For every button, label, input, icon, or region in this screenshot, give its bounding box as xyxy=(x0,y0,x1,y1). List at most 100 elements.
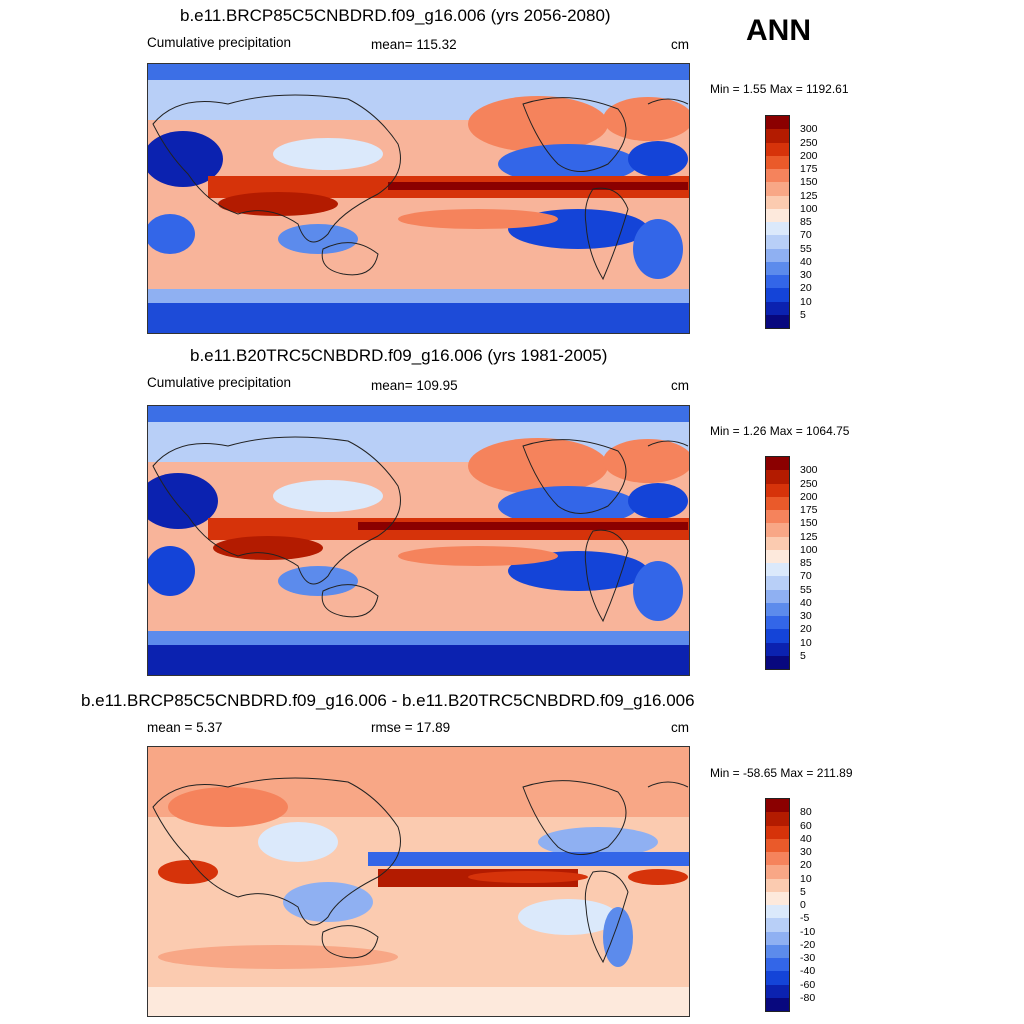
panel1-unit: cm xyxy=(671,37,689,52)
colorbar-swatch xyxy=(766,129,789,143)
colorbar-tick-label: 100 xyxy=(800,202,818,215)
colorbar-swatch xyxy=(766,275,789,289)
colorbar-tick-label: -5 xyxy=(800,912,810,925)
colorbar-tick-label: 40 xyxy=(800,596,812,609)
colorbar-tick-label: 80 xyxy=(800,806,812,819)
colorbar-tick-label: 10 xyxy=(800,295,812,308)
colorbar-swatch xyxy=(766,261,789,275)
colorbar-swatch xyxy=(766,536,789,550)
colorbar-tick-label: 150 xyxy=(800,517,818,530)
colorbar-tick-label: -10 xyxy=(800,925,816,938)
panel3-map xyxy=(147,746,690,1017)
colorbar-tick-label: 40 xyxy=(800,255,812,268)
colorbar-tick-label: 0 xyxy=(800,899,806,911)
colorbar-tick-label: 5 xyxy=(800,885,806,898)
colorbar-tick-label: 10 xyxy=(800,636,812,649)
colorbar-tick-label: 40 xyxy=(800,832,812,845)
colorbar-swatch xyxy=(766,616,789,630)
panel1-mean: mean= 115.32 xyxy=(371,37,457,52)
colorbar-swatch xyxy=(766,589,789,603)
colorbar-tick-label: 20 xyxy=(800,623,812,636)
colorbar-swatch xyxy=(766,222,789,236)
colorbar-swatch xyxy=(766,288,789,302)
colorbar-tick-label: -60 xyxy=(800,978,816,991)
colorbar-swatch xyxy=(766,931,789,945)
colorbar-swatch xyxy=(766,195,789,209)
colorbar-swatch xyxy=(766,971,789,985)
colorbar-swatch xyxy=(766,629,789,643)
colorbar-swatch xyxy=(766,865,789,879)
panel1-colorbar xyxy=(765,115,790,329)
colorbar-swatch xyxy=(766,825,789,839)
colorbar-swatch xyxy=(766,576,789,590)
colorbar-tick-label: 55 xyxy=(800,242,812,255)
colorbar-tick-label: 60 xyxy=(800,819,812,832)
colorbar-tick-label: 125 xyxy=(800,530,818,543)
panel2-map xyxy=(147,405,690,676)
colorbar-swatch xyxy=(766,301,789,315)
colorbar-swatch xyxy=(766,314,789,328)
colorbar-swatch xyxy=(766,142,789,156)
colorbar-tick-label: 200 xyxy=(800,149,818,162)
colorbar-swatch xyxy=(766,997,789,1011)
colorbar-swatch xyxy=(766,891,789,905)
colorbar-swatch xyxy=(766,852,789,866)
colorbar-tick-label: 250 xyxy=(800,136,818,149)
colorbar-tick-label: 100 xyxy=(800,543,818,556)
colorbar-swatch xyxy=(766,799,789,813)
panel3-title: b.e11.BRCP85C5CNBDRD.f09_g16.006 - b.e11… xyxy=(81,691,695,710)
colorbar-tick-label: 175 xyxy=(800,163,818,175)
colorbar-swatch xyxy=(766,984,789,998)
colorbar-swatch xyxy=(766,483,789,497)
colorbar-tick-label: 5 xyxy=(800,308,806,321)
panel1-map xyxy=(147,63,690,334)
colorbar-swatch xyxy=(766,523,789,537)
colorbar-tick-label: 70 xyxy=(800,570,812,583)
colorbar-tick-label: 30 xyxy=(800,610,812,622)
season-label: ANN xyxy=(746,14,811,47)
colorbar-tick-label: 150 xyxy=(800,176,818,189)
colorbar-tick-label: 175 xyxy=(800,504,818,516)
colorbar-tick-label: 20 xyxy=(800,859,812,872)
colorbar-swatch xyxy=(766,838,789,852)
colorbar-tick-label: 20 xyxy=(800,282,812,295)
colorbar-swatch xyxy=(766,510,789,524)
panel3-minmax: Min = -58.65 Max = 211.89 xyxy=(710,766,853,780)
colorbar-swatch xyxy=(766,549,789,563)
panel2-colorbar xyxy=(765,456,790,670)
panel2-unit: cm xyxy=(671,378,689,393)
colorbar-swatch xyxy=(766,878,789,892)
panel1-left-label: Cumulative precipitation xyxy=(147,35,292,50)
panel2-title: b.e11.B20TRC5CNBDRD.f09_g16.006 (yrs 198… xyxy=(190,346,608,365)
colorbar-swatch xyxy=(766,457,789,471)
panel1-minmax: Min = 1.55 Max = 1192.61 xyxy=(710,82,849,96)
panel1-title: b.e11.BRCP85C5CNBDRD.f09_g16.006 (yrs 20… xyxy=(180,6,611,25)
colorbar-swatch xyxy=(766,169,789,183)
colorbar-tick-label: 55 xyxy=(800,583,812,596)
colorbar-tick-label: 300 xyxy=(800,464,818,477)
colorbar-tick-label: -80 xyxy=(800,991,816,1004)
panel3-mean: mean = 5.37 xyxy=(147,720,223,735)
colorbar-swatch xyxy=(766,248,789,262)
colorbar-tick-label: 200 xyxy=(800,490,818,503)
colorbar-tick-label: -30 xyxy=(800,952,816,964)
colorbar-tick-label: 70 xyxy=(800,229,812,242)
colorbar-swatch xyxy=(766,208,789,222)
colorbar-swatch xyxy=(766,235,789,249)
colorbar-swatch xyxy=(766,944,789,958)
panel2-left-label: Cumulative precipitation xyxy=(147,375,292,390)
colorbar-swatch xyxy=(766,470,789,484)
colorbar-swatch xyxy=(766,563,789,577)
colorbar-tick-label: 10 xyxy=(800,872,812,885)
colorbar-swatch xyxy=(766,155,789,169)
colorbar-swatch xyxy=(766,642,789,656)
colorbar-swatch xyxy=(766,958,789,972)
colorbar-tick-label: 85 xyxy=(800,557,812,569)
colorbar-swatch xyxy=(766,918,789,932)
panel3-unit: cm xyxy=(671,720,689,735)
colorbar-swatch xyxy=(766,602,789,616)
colorbar-swatch xyxy=(766,182,789,196)
colorbar-tick-label: 300 xyxy=(800,123,818,136)
panel3-rmse: rmse = 17.89 xyxy=(371,720,451,735)
colorbar-swatch xyxy=(766,812,789,826)
